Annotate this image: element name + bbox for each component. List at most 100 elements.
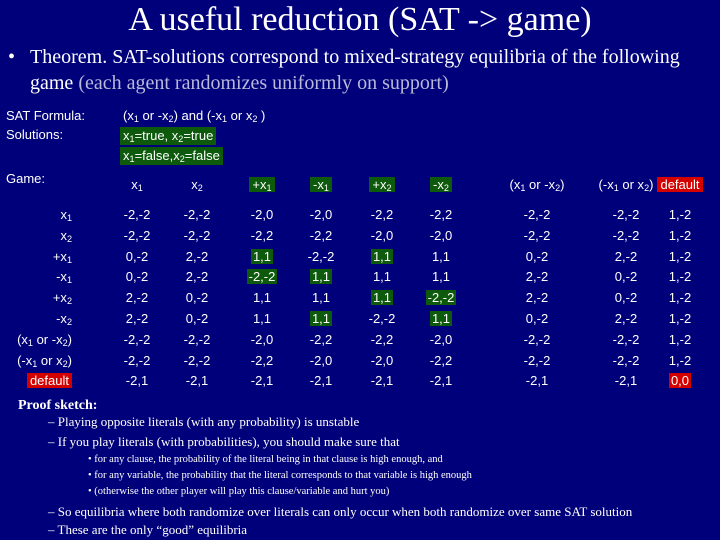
matrix-cell: -2,-2 (612, 207, 640, 222)
matrix-cell: 0,0 (668, 373, 692, 389)
matrix-cell: -2,1 (185, 373, 209, 389)
matrix-cell: -2,2 (429, 352, 453, 368)
matrix-cell: 0,-2 (185, 290, 209, 306)
matrix-cell: -2,1 (125, 373, 149, 389)
matrix-cell: -2,-2 (523, 227, 551, 243)
row-header: default (4, 371, 72, 392)
bullet-icon: • (8, 46, 16, 68)
matrix-cell: 2,-2 (614, 310, 638, 326)
matrix-column: -2,-2 -2,-2 2,-2 0,-2 0,-2 2,-2 -2,-2 -2,-2 -2,1 (586, 205, 666, 392)
matrix-column: -2,0 -2,2 -2,-2 1,1 1,1 1,1 -2,2 -2,0 -2,1 (296, 205, 346, 392)
proof-sub-bullet-3: • (otherwise the other player will play … (88, 486, 390, 497)
column-header: x2 (191, 177, 203, 193)
matrix-column: -2,-2 -2,-2 2,-2 2,-2 0,-2 0,-2 -2,-2 -2,-2 -2,1 (172, 205, 222, 392)
proof-line-1: – Playing opposite literals (with any pr… (48, 414, 360, 429)
matrix-cell: -2,-2 (183, 207, 211, 222)
matrix-cell: 0,-2 (125, 269, 149, 285)
matrix-cell: 2,-2 (525, 290, 549, 306)
theorem-note: (each agent randomizes uniformly on supp… (78, 72, 449, 94)
slide-title: A useful reduction (SAT -> game) (128, 1, 592, 38)
matrix-cell: 2,-2 (125, 290, 149, 306)
matrix-cell: 1,1 (429, 310, 453, 326)
matrix-cell: -2,1 (614, 373, 638, 389)
matrix-cell: -2,2 (309, 227, 333, 243)
matrix-cell: -2,1 (525, 373, 549, 389)
matrix-cell: 1,-2 (668, 290, 692, 306)
matrix-cell: -2,0 (309, 207, 333, 222)
sat-formula-label: SAT Formula: (6, 108, 85, 123)
matrix-cell: -2,0 (370, 227, 394, 243)
matrix-cell: 0,-2 (614, 269, 638, 285)
row-header: (x1 or -x2) (17, 331, 72, 348)
row-header: x1 (60, 207, 72, 223)
matrix-cell: -2,-2 (183, 331, 211, 347)
matrix-cell: 2,-2 (525, 269, 549, 285)
row-header: (-x1 or x2) (17, 352, 72, 369)
matrix-cell: 1,-2 (668, 352, 692, 368)
proof-sub-bullet-1: • for any clause, the probability of the… (88, 454, 443, 465)
matrix-column: -2,2 -2,0 1,1 1,1 1,1 -2,-2 -2,2 -2,0 -2,1 (357, 205, 407, 392)
matrix-cell: 1,1 (250, 248, 274, 264)
matrix-cell: 2,-2 (125, 310, 149, 326)
row-header: x2 (60, 227, 72, 244)
matrix-cell: 1,1 (372, 269, 392, 285)
matrix-cell: -2,0 (250, 207, 274, 222)
matrix-cell: 1,-2 (668, 248, 692, 264)
matrix-column: -2,2 -2,0 1,1 1,1 -2,-2 1,1 -2,0 -2,2 -2,1 (416, 205, 466, 392)
column-header: -x2 (406, 176, 476, 194)
matrix-cell: -2,0 (309, 352, 333, 368)
matrix-cell: -2,2 (370, 331, 394, 347)
matrix-cell: -2,-2 (123, 331, 151, 347)
proof-line-2: – If you play literals (with probabiliti… (48, 434, 400, 449)
matrix-cell: -2,0 (370, 352, 394, 368)
matrix-column: 1,-2 1,-2 1,-2 1,-2 1,-2 1,-2 1,-2 1,-2 0,0 (652, 205, 708, 392)
matrix-cell: -2,0 (429, 331, 453, 347)
matrix-cell: -2,-2 (523, 207, 551, 222)
matrix-cell: -2,-2 (123, 227, 151, 243)
matrix-cell: 1,1 (431, 248, 451, 264)
proof-sub-bullet-2: • for any variable, the probability that… (88, 470, 472, 481)
matrix-cell: -2,1 (250, 373, 274, 389)
matrix-cell: -2,1 (370, 373, 394, 389)
matrix-cell: 1,-2 (668, 269, 692, 285)
matrix-cell: 1,-2 (668, 227, 692, 243)
matrix-cell: 1,1 (252, 290, 272, 306)
matrix-cell: -2,2 (429, 207, 453, 222)
row-header: -x2 (56, 311, 72, 327)
matrix-cell: -2,-2 (523, 331, 551, 347)
matrix-column: -2,-2 -2,-2 0,-2 2,-2 2,-2 0,-2 -2,-2 -2,-2 -2,1 (497, 205, 577, 392)
matrix-cell: -2,0 (250, 331, 274, 347)
matrix-cell: -2,-2 (612, 331, 640, 347)
matrix-cell: 2,-2 (614, 248, 638, 264)
matrix-cell: -2,-2 (307, 248, 335, 264)
matrix-cell: -2,0 (429, 227, 453, 243)
matrix-cell: 1,1 (311, 290, 331, 306)
theorem-bullet-point: • Theorem. SAT-solutions correspond to m… (8, 44, 713, 96)
matrix-cell: -2,-2 (123, 352, 151, 368)
row-header: +x2 (52, 290, 72, 307)
matrix-cell: 1,1 (370, 290, 394, 306)
matrix-cell: 1,-2 (668, 207, 692, 222)
matrix-cell: -2,-2 (612, 352, 640, 368)
theorem-text: Theorem. SAT-solutions correspond to mix… (30, 46, 680, 94)
matrix-cell: 1,1 (309, 310, 333, 326)
matrix-cell: 0,-2 (185, 310, 209, 326)
column-header: -x1 (286, 176, 356, 194)
column-header: (x1 or -x2) (509, 177, 565, 193)
matrix-cell: -2,-2 (246, 269, 278, 285)
matrix-cell: -2,1 (429, 373, 453, 389)
matrix-cell: 1,1 (252, 310, 272, 326)
matrix-cell: -2,-2 (183, 352, 211, 368)
matrix-cell: -2,2 (250, 352, 274, 368)
proof-closing-2: – These are the only “good” equilibria (48, 522, 248, 537)
matrix-column: -2,0 -2,2 1,1 -2,-2 1,1 1,1 -2,0 -2,2 -2,1 (237, 205, 287, 392)
matrix-cell: -2,-2 (123, 207, 151, 222)
matrix-cell: -2,2 (370, 207, 394, 222)
game-label: Game: (6, 171, 46, 186)
row-header: +x1 (52, 248, 72, 265)
matrix-cell: -2,-2 (425, 290, 457, 306)
matrix-cell: 0,-2 (525, 248, 549, 264)
matrix-cell: 2,-2 (185, 269, 209, 285)
solutions-label: Solutions: (6, 127, 64, 142)
matrix-cell: -2,1 (309, 373, 333, 389)
